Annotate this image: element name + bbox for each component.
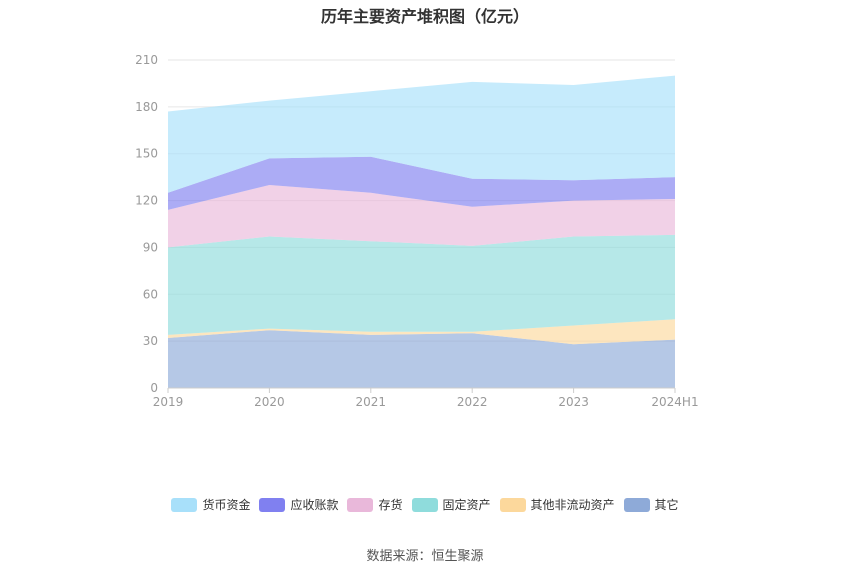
y-tick-label: 0 — [150, 381, 158, 395]
series-area-1 — [168, 330, 675, 388]
legend-label: 其他非流动资产 — [530, 498, 615, 512]
x-tick-label: 2022 — [457, 395, 488, 409]
legend-item[interactable]: 应收账款 — [259, 496, 338, 513]
legend-swatch — [171, 497, 198, 512]
legend-label: 其它 — [654, 498, 679, 512]
legend-item[interactable]: 存货 — [347, 496, 403, 513]
legend-item[interactable]: 货币资金 — [171, 496, 250, 513]
legend-swatch — [347, 497, 374, 512]
y-tick-label: 30 — [143, 334, 158, 348]
series-area-4 — [168, 185, 675, 248]
legend-swatch — [499, 497, 526, 512]
legend-swatch — [259, 497, 286, 512]
y-tick-label: 180 — [135, 100, 158, 114]
legend-item[interactable]: 固定资产 — [411, 496, 491, 513]
series-area-3 — [168, 234, 675, 335]
legend-swatch — [623, 497, 650, 512]
legend-label: 应收账款 — [290, 498, 339, 512]
y-tick-label: 210 — [135, 53, 158, 67]
series-area-5 — [168, 156, 675, 210]
y-tick-label: 90 — [143, 240, 158, 254]
legend-label: 存货 — [378, 498, 403, 512]
legend-swatch — [411, 497, 438, 512]
x-tick-label: 2020 — [254, 395, 285, 409]
legend-item[interactable]: 其他非流动资产 — [499, 496, 615, 513]
legend-label: 固定资产 — [442, 498, 491, 512]
legend-item[interactable]: 其它 — [623, 496, 679, 513]
y-tick-label: 60 — [143, 287, 158, 301]
x-tick-label: 2019 — [153, 395, 184, 409]
x-tick-label: 2021 — [356, 395, 387, 409]
series-area-6 — [168, 75, 675, 193]
data-source-note: 数据来源：恒生聚源 — [366, 549, 484, 564]
chart-legend: 货币资金 应收账款 存货 固定资产 其他非流动资产 其它 — [0, 496, 850, 513]
x-tick-label: 2023 — [558, 395, 589, 409]
chart-title: 历年主要资产堆积图（亿元） — [320, 7, 529, 26]
y-tick-label: 120 — [135, 194, 158, 208]
legend-label: 货币资金 — [202, 498, 251, 512]
x-tick-label: 2024H1 — [651, 395, 698, 409]
y-tick-label: 150 — [135, 147, 158, 161]
